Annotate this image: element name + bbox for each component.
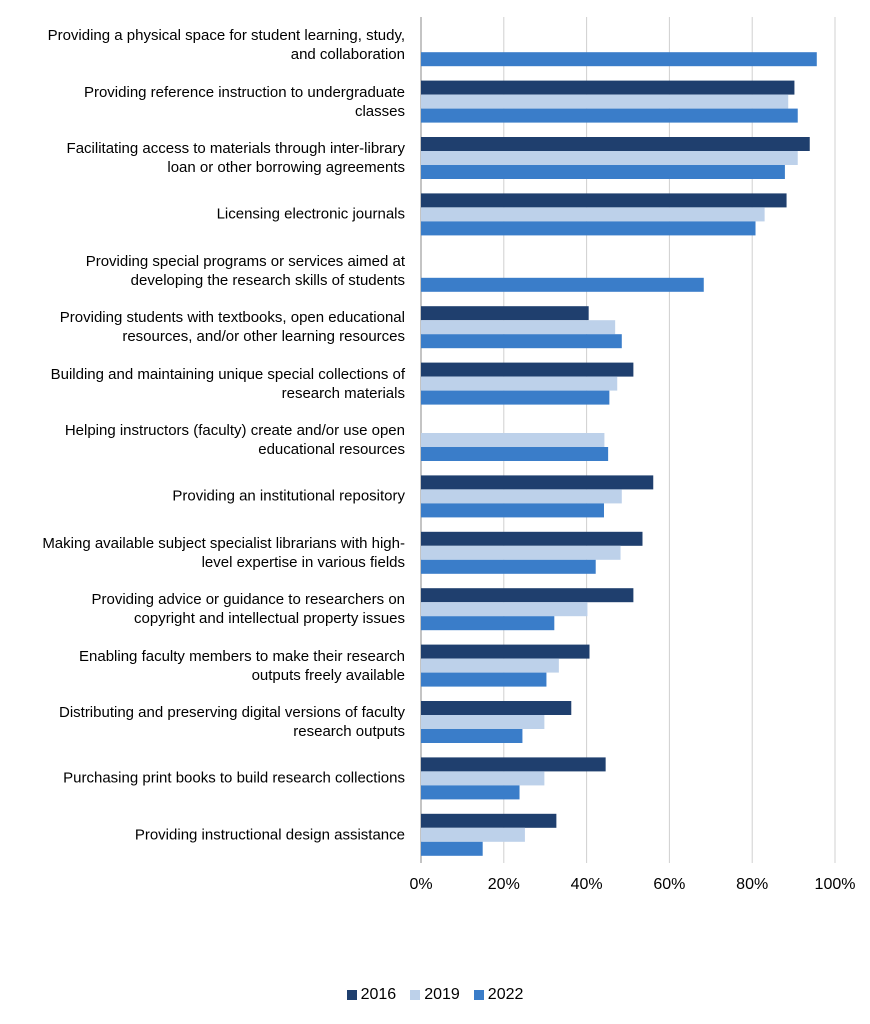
category-label: Helping instructors (faculty) create and…	[0, 421, 405, 459]
category-label-line: resources, and/or other learning resourc…	[122, 328, 405, 346]
x-tick-label: 40%	[570, 876, 603, 893]
bar-2016	[421, 362, 634, 377]
bar-2016	[421, 137, 810, 151]
category-label-line: developing the research skills of studen…	[130, 271, 405, 289]
category-label-line: research materials	[281, 384, 405, 402]
legend-item: 2022	[473, 986, 524, 1004]
category-label: Providing a physical space for student l…	[0, 26, 405, 64]
bar-2016	[421, 701, 572, 715]
legend-label: 2022	[487, 986, 524, 1003]
category-label-line: Providing a physical space for student l…	[47, 27, 405, 45]
category-label-line: and collaboration	[290, 46, 405, 64]
bar-2016	[421, 531, 643, 546]
bar-2016	[421, 757, 606, 772]
bar-2022	[421, 277, 704, 292]
bar-2019	[421, 433, 605, 447]
legend-item: 2019	[410, 986, 460, 1004]
bar-2022	[421, 785, 520, 800]
bar-2022	[421, 334, 622, 349]
bar-2019	[421, 658, 559, 673]
category-label: Providing instructional design assistanc…	[0, 825, 405, 844]
category-label: Distributing and preserving digital vers…	[0, 703, 405, 741]
bar-2019	[421, 320, 616, 335]
category-label: Building and maintaining unique special …	[0, 365, 405, 403]
bar-2022	[421, 52, 817, 67]
category-label-line: loan or other borrowing agreements	[167, 159, 405, 176]
category-label: Enabling faculty members to make their r…	[0, 647, 405, 685]
x-tick-label: 0%	[409, 876, 433, 893]
category-label-line: Providing special programs or services a…	[85, 252, 405, 270]
category-label-line: copyright and intellectual property issu…	[134, 610, 405, 628]
bar-2022	[421, 841, 483, 856]
x-tick-label: 60%	[653, 876, 686, 893]
category-label-line: outputs freely available	[251, 666, 405, 684]
x-tick-label: 80%	[736, 876, 769, 893]
bar-2022	[421, 108, 798, 123]
legend: 2016 2019 2022	[0, 986, 870, 1004]
category-label-line: Facilitating access to materials through…	[66, 140, 405, 157]
bar-2022	[421, 221, 756, 236]
legend-item: 2016	[346, 986, 397, 1004]
category-label-line: educational resources	[258, 441, 405, 458]
category-label-line: Providing an institutional repository	[172, 487, 405, 505]
category-label-line: Helping instructors (faculty) create and…	[64, 422, 405, 439]
bar-2019	[421, 489, 622, 504]
x-tick-label: 20%	[487, 876, 520, 893]
category-label-line: Distributing and preserving digital vers…	[58, 704, 405, 721]
bar-2022	[421, 390, 610, 405]
category-label-line: Providing students with textbooks, open …	[59, 309, 405, 327]
category-label-line: Purchasing print books to build research…	[63, 769, 405, 787]
bar-2016	[421, 644, 590, 659]
bar-2019	[421, 602, 588, 617]
category-label: Facilitating access to materials through…	[0, 139, 405, 177]
category-label: Providing advice or guidance to research…	[0, 590, 405, 628]
bar-2016	[421, 306, 589, 321]
bar-2019	[421, 827, 525, 842]
legend-swatch	[346, 990, 357, 1000]
bar-2016	[421, 80, 795, 95]
bar-2022	[421, 165, 785, 179]
category-label: Providing reference instruction to under…	[0, 83, 405, 121]
bar-2022	[421, 729, 523, 743]
x-tick-label: 100%	[814, 876, 856, 893]
bar-2019	[421, 771, 545, 786]
bar-2022	[421, 616, 555, 631]
category-label: Licensing electronic journals	[0, 205, 405, 224]
legend-label: 2019	[424, 986, 460, 1003]
category-label-line: Providing advice or guidance to research…	[91, 591, 405, 609]
category-label-line: research outputs	[293, 723, 405, 740]
legend-label: 2016	[360, 986, 397, 1003]
category-label: Purchasing print books to build research…	[0, 769, 405, 788]
category-label: Making available subject specialist libr…	[0, 534, 405, 572]
bar-2019	[421, 715, 545, 729]
bar-2016	[421, 588, 634, 603]
category-label-line: level expertise in various fields	[201, 553, 405, 571]
bar-2022	[421, 503, 604, 518]
bar-2016	[421, 193, 787, 208]
category-label-line: Providing instructional design assistanc…	[134, 826, 405, 844]
category-label-line: classes	[354, 102, 405, 120]
category-label-line: Building and maintaining unique special …	[50, 365, 405, 383]
bar-2019	[421, 376, 618, 391]
bar-2016	[421, 813, 557, 828]
category-label-line: Enabling faculty members to make their r…	[79, 647, 405, 665]
bar-2016	[421, 475, 654, 490]
bar-2019	[421, 94, 789, 109]
category-label-line: Providing reference instruction to under…	[83, 83, 405, 101]
bar-2019	[421, 151, 798, 165]
category-label: Providing special programs or services a…	[0, 252, 405, 290]
bar-2019	[421, 545, 621, 560]
category-label: Providing an institutional repository	[0, 487, 405, 506]
bar-2022	[421, 559, 596, 574]
bar-2022	[421, 672, 547, 687]
bar-2022	[421, 447, 609, 461]
legend-swatch	[410, 990, 421, 1000]
legend-swatch	[473, 990, 484, 1000]
category-label-line: Licensing electronic journals	[216, 205, 405, 223]
category-label: Providing students with textbooks, open …	[0, 308, 405, 346]
category-label-line: Making available subject specialist libr…	[42, 534, 405, 552]
bar-2019	[421, 207, 765, 222]
